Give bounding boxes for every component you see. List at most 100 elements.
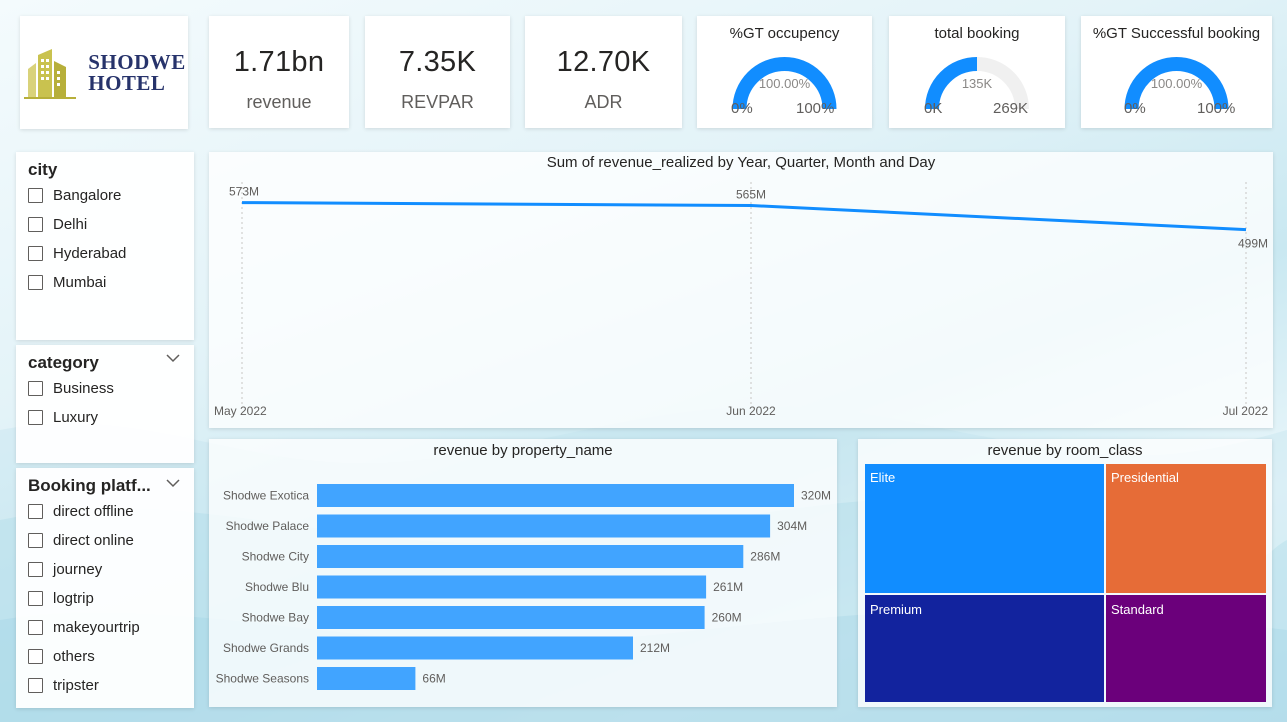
gauge-fill	[1124, 57, 1229, 110]
checkbox[interactable]	[28, 275, 43, 290]
data-label: 66M	[422, 672, 445, 686]
city-slicer: city Bangalore Delhi Hyderabad Mumbai	[16, 152, 194, 340]
kpi-value: 1.71bn	[233, 46, 325, 78]
kpi-label: ADR	[584, 92, 623, 112]
gauge-graphic	[1124, 57, 1229, 110]
chart-title: Sum of revenue_realized by Year, Quarter…	[546, 154, 936, 171]
category-label: Shodwe Bay	[242, 611, 309, 625]
category-label: Shodwe Blu	[245, 580, 309, 594]
bar	[317, 667, 416, 690]
treemap-tile-premium[interactable]: Premium	[865, 595, 1104, 702]
kpi-adr-card[interactable]: 12.70K ADR	[525, 16, 682, 128]
category-slicer: category Business Luxury	[16, 345, 194, 463]
checkbox[interactable]	[28, 562, 43, 577]
checkbox[interactable]	[28, 188, 43, 203]
slicer-option-bangalore[interactable]: Bangalore	[28, 187, 121, 204]
treemap-tile-elite[interactable]: Elite	[865, 464, 1104, 593]
slicer-option-direct-online[interactable]: direct online	[28, 532, 134, 549]
checkbox[interactable]	[28, 620, 43, 635]
treemap-tile-presidential[interactable]: Presidential	[1106, 464, 1266, 593]
slicer-option-hyderabad[interactable]: Hyderabad	[28, 245, 126, 262]
data-label: 286M	[750, 550, 780, 564]
gauge-graphic	[732, 57, 837, 110]
category-label: Shodwe Exotica	[223, 489, 309, 503]
logo-card: SHODWE HOTEL	[20, 16, 188, 129]
data-label: 320M	[801, 489, 831, 503]
slicer-option-journey[interactable]: journey	[28, 561, 102, 578]
data-label: 261M	[713, 580, 743, 594]
gauge-title: %GT occupency	[729, 25, 840, 42]
kpi-label: revenue	[246, 92, 312, 112]
checkbox[interactable]	[28, 217, 43, 232]
bar	[317, 514, 771, 538]
booking-platform-slicer: Booking platf... direct offline direct o…	[16, 468, 194, 708]
data-label: 573M	[229, 185, 259, 199]
revenue-line-chart[interactable]: Sum of revenue_realized by Year, Quarter…	[209, 152, 1273, 428]
slicer-title: city	[28, 160, 58, 179]
category-label: Shodwe Seasons	[216, 672, 309, 686]
checkbox[interactable]	[28, 381, 43, 396]
treemap-label: Premium	[870, 602, 923, 617]
gauge-graphic	[925, 57, 1029, 110]
kpi-revpar-card[interactable]: 7.35K REVPAR	[365, 16, 510, 128]
gauge-max: 100%	[1197, 100, 1236, 117]
data-label: 565M	[736, 188, 766, 202]
chevron-down-icon[interactable]	[166, 476, 180, 491]
kpi-label: REVPAR	[401, 92, 474, 112]
bar	[317, 606, 705, 629]
slicer-option-tripster[interactable]: tripster	[28, 677, 99, 694]
gauge-fill	[732, 57, 837, 110]
checkbox[interactable]	[28, 591, 43, 606]
category-label: Shodwe Palace	[226, 519, 310, 533]
checkbox[interactable]	[28, 678, 43, 693]
treemap-label: Elite	[870, 470, 896, 485]
checkbox[interactable]	[28, 504, 43, 519]
chart-title: revenue by property_name	[433, 442, 613, 459]
chevron-down-icon[interactable]	[166, 351, 180, 366]
gauge-title: total booking	[934, 25, 1020, 42]
slicer-option-luxury[interactable]: Luxury	[28, 409, 98, 426]
slicer-option-others[interactable]: others	[28, 648, 95, 665]
treemap-label: Standard	[1111, 602, 1164, 617]
x-tick-label: Jul 2022	[1223, 404, 1269, 418]
bar	[317, 636, 633, 660]
revenue-by-property-chart[interactable]: revenue by property_name Shodwe Exotica 3…	[209, 439, 837, 707]
logo-wordmark: SHODWE HOTEL	[88, 49, 186, 95]
gauge-max: 100%	[796, 100, 835, 117]
slicer-option-logtrip[interactable]: logtrip	[28, 590, 94, 607]
slicer-option-mumbai[interactable]: Mumbai	[28, 274, 106, 291]
slicer-option-business[interactable]: Business	[28, 380, 114, 397]
slicer-title: category	[28, 353, 99, 372]
kpi-value: 12.70K	[556, 46, 651, 78]
category-label: Shodwe City	[242, 550, 309, 564]
hotel-building-icon	[24, 48, 77, 99]
data-label: 499M	[1238, 237, 1268, 251]
revenue-by-room-class-chart[interactable]: revenue by room_class Elite Presidential…	[858, 439, 1272, 707]
line-chart-plot: 573M May 2022 565M Jun 2022 499M Jul 2022	[214, 182, 1269, 418]
slicer-title: Booking platf...	[28, 476, 151, 495]
checkbox[interactable]	[28, 649, 43, 664]
gauge-value: 135K	[961, 76, 993, 91]
gauge-total-booking-card[interactable]: total booking 135K 0K 269K	[889, 16, 1065, 128]
checkbox[interactable]	[28, 533, 43, 548]
x-tick-label: May 2022	[214, 404, 267, 418]
chart-title: revenue by room_class	[987, 442, 1143, 459]
slicer-option-direct-offline[interactable]: direct offline	[28, 503, 134, 520]
checkbox[interactable]	[28, 246, 43, 261]
slicer-option-makeyourtrip[interactable]: makeyourtrip	[28, 619, 140, 636]
gauge-successful-booking-card[interactable]: %GT Successful booking 100.00% 0% 100%	[1081, 16, 1272, 128]
checkbox[interactable]	[28, 410, 43, 425]
bar	[317, 575, 707, 599]
slicer-option-delhi[interactable]: Delhi	[28, 216, 87, 233]
treemap-label: Presidential	[1111, 470, 1179, 485]
gauge-value: 100.00%	[758, 76, 811, 91]
bar	[317, 545, 744, 568]
kpi-revenue-card[interactable]: 1.71bn revenue	[209, 16, 349, 128]
gauge-title: %GT Successful booking	[1092, 25, 1261, 42]
treemap-tile-standard[interactable]: Standard	[1106, 595, 1266, 702]
gauge-value: 100.00%	[1150, 76, 1203, 91]
gauge-occupancy-card[interactable]: %GT occupency 100.00% 0% 100%	[697, 16, 872, 128]
series-line	[241, 201, 1247, 232]
data-label: 304M	[777, 519, 807, 533]
bar-chart-plot: Shodwe Exotica 320M Shodwe Palace 304M Shodw…	[216, 484, 831, 690]
